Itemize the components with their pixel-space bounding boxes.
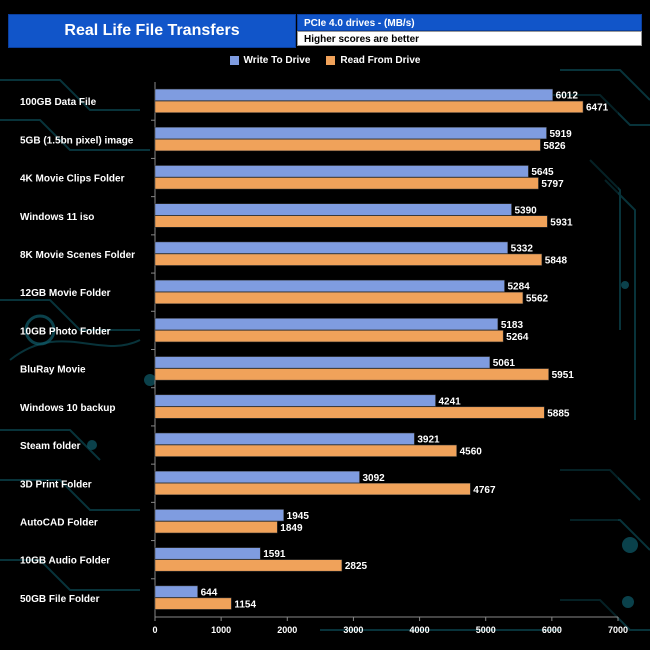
bar-write <box>154 432 415 445</box>
data-label-read: 6471 <box>586 103 609 114</box>
data-label-write: 5183 <box>501 320 524 331</box>
bar-write <box>154 394 436 407</box>
data-label-write: 3092 <box>363 473 386 484</box>
x-tick-label: 6000 <box>542 625 562 635</box>
data-label-read: 5826 <box>543 141 566 152</box>
subtitle-box: PCIe 4.0 drives - (MB/s) Higher scores a… <box>297 14 642 46</box>
category-label: Windows 11 iso <box>20 212 94 223</box>
bar-read <box>154 177 539 190</box>
x-tick-label: 1000 <box>211 625 231 635</box>
x-tick-label: 5000 <box>476 625 496 635</box>
bar-write <box>154 165 529 178</box>
x-tick-label: 0 <box>152 625 157 635</box>
bar-read <box>154 597 232 610</box>
bar-write <box>154 88 553 101</box>
bar-read <box>154 215 548 228</box>
data-label-read: 5931 <box>550 217 573 228</box>
bar-read <box>154 559 343 572</box>
bar-read <box>154 253 543 266</box>
data-label-write: 5061 <box>493 358 516 369</box>
bar-read <box>154 330 504 343</box>
legend-swatch-read <box>326 55 336 65</box>
data-label-read: 5885 <box>547 408 570 419</box>
category-label: Steam folder <box>20 441 81 452</box>
data-label-read: 1154 <box>234 599 256 610</box>
x-tick-label: 2000 <box>277 625 297 635</box>
x-tick-label: 3000 <box>343 625 363 635</box>
bar-write <box>154 318 499 331</box>
bar-write <box>154 509 284 522</box>
bar-write <box>154 471 360 483</box>
legend-item-read: Read From Drive <box>326 55 420 66</box>
bar-read <box>154 521 278 534</box>
category-label: 10GB Audio Folder <box>20 556 110 567</box>
bar-write <box>154 356 490 369</box>
bar-write <box>154 585 198 598</box>
category-label: 100GB Data File <box>20 97 97 108</box>
data-label-read: 5797 <box>541 179 564 190</box>
category-label: 5GB (1.5bn pixel) image <box>20 135 134 146</box>
bar-write <box>154 279 505 292</box>
data-label-write: 644 <box>201 587 218 598</box>
category-label: BluRay Movie <box>20 365 86 376</box>
bar-read <box>154 139 541 152</box>
data-label-read: 2825 <box>345 561 368 572</box>
legend-label-read: Read From Drive <box>340 54 421 66</box>
bar-read <box>154 291 524 304</box>
data-label-write: 5284 <box>507 282 530 293</box>
category-label: AutoCAD Folder <box>20 517 98 528</box>
data-label-read: 4560 <box>460 447 483 458</box>
chart-title: Real Life File Transfers <box>8 14 296 48</box>
data-label-write: 5332 <box>511 243 534 254</box>
bar-write <box>154 203 512 216</box>
x-tick-label: 4000 <box>410 625 430 635</box>
bar-write <box>154 127 547 140</box>
bar-write <box>154 241 508 254</box>
category-label: 10GB Photo Folder <box>20 326 111 337</box>
data-label-read: 1849 <box>280 523 303 534</box>
data-label-write: 3921 <box>417 435 440 446</box>
data-label-write: 5919 <box>549 129 572 140</box>
data-label-write: 1945 <box>287 511 310 522</box>
data-label-write: 4241 <box>439 396 462 407</box>
chart-note: Higher scores are better <box>297 31 642 46</box>
data-label-write: 1591 <box>263 549 286 560</box>
bar-read <box>154 368 549 381</box>
data-label-read: 5264 <box>506 332 529 343</box>
legend-label-write: Write To Drive <box>243 54 311 66</box>
category-label: 8K Movie Scenes Folder <box>20 250 135 261</box>
data-label-write: 5645 <box>531 167 554 178</box>
category-label: 4K Movie Clips Folder <box>20 174 125 185</box>
data-label-write: 6012 <box>556 91 579 102</box>
legend: Write To Drive Read From Drive <box>0 53 650 67</box>
data-label-read: 5951 <box>552 370 575 381</box>
bar-write <box>154 547 261 560</box>
plot-area <box>155 82 618 617</box>
bar-read <box>154 100 584 113</box>
legend-item-write: Write To Drive <box>229 54 311 66</box>
legend-swatch-write <box>229 55 239 65</box>
category-label: 12GB Movie Folder <box>20 288 111 299</box>
data-label-read: 5848 <box>545 255 568 266</box>
data-label-write: 5390 <box>515 205 538 216</box>
category-label: 50GB File Folder <box>20 594 100 605</box>
data-label-read: 4767 <box>473 485 496 496</box>
bar-read <box>154 406 545 419</box>
category-label: Windows 10 backup <box>20 403 115 414</box>
bar-read <box>154 444 457 457</box>
chart-subtitle: PCIe 4.0 drives - (MB/s) <box>297 14 642 31</box>
category-label: 3D Print Folder <box>20 479 92 490</box>
bar-read <box>154 483 471 495</box>
x-tick-label: 7000 <box>608 625 628 635</box>
data-label-read: 5562 <box>526 294 549 305</box>
